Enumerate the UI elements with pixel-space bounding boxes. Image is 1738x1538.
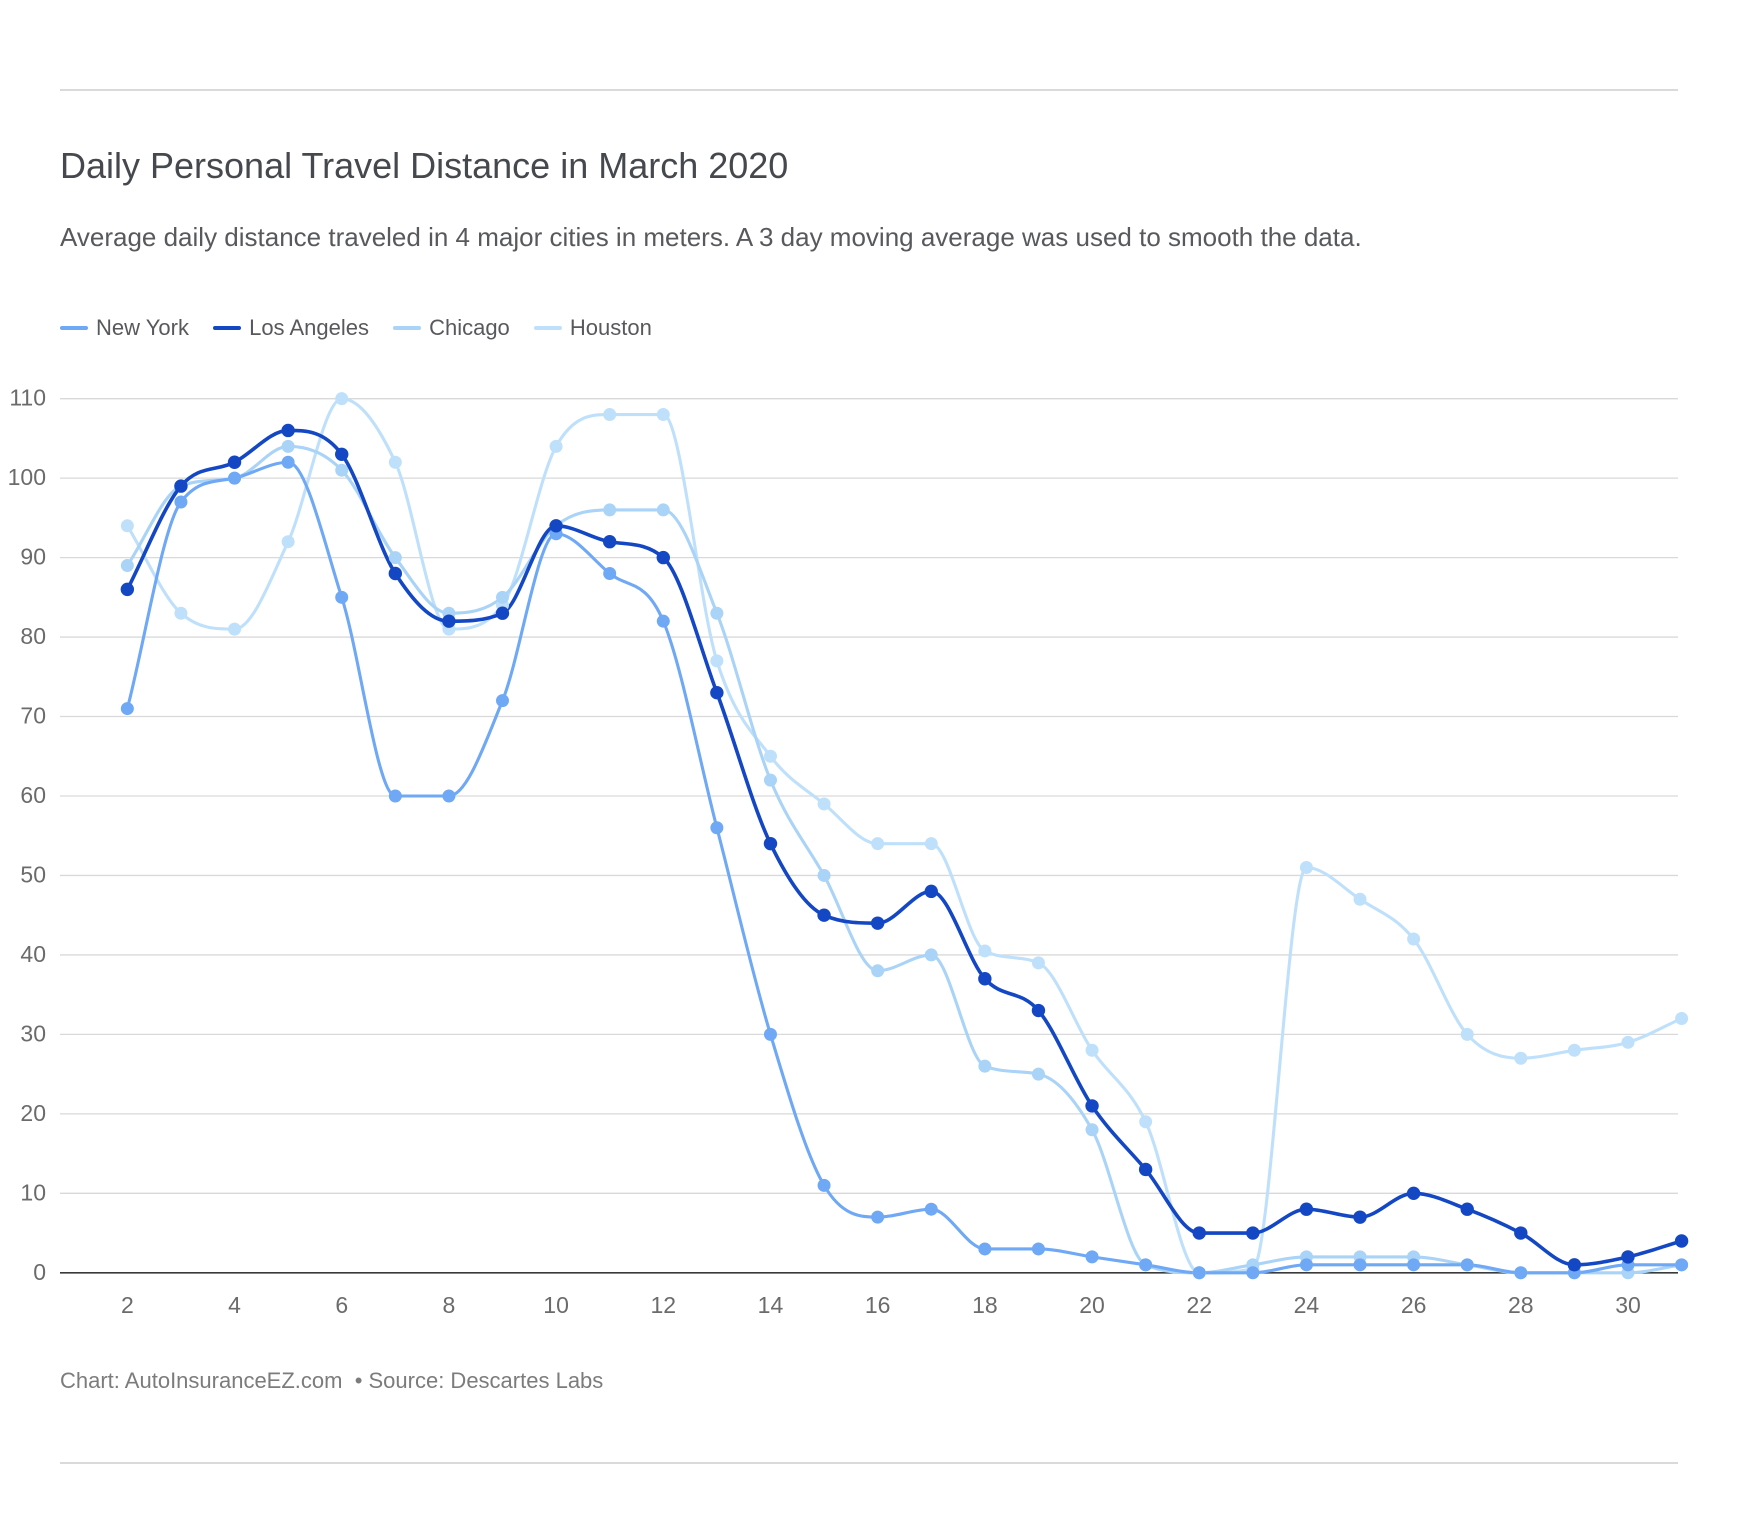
svg-text:50: 50 [20, 861, 46, 887]
svg-text:90: 90 [20, 544, 46, 570]
svg-text:70: 70 [20, 703, 46, 729]
svg-text:24: 24 [1294, 1292, 1320, 1318]
svg-text:110: 110 [9, 385, 46, 411]
svg-text:26: 26 [1401, 1292, 1427, 1318]
svg-text:22: 22 [1186, 1292, 1212, 1318]
svg-text:40: 40 [20, 941, 46, 967]
svg-text:28: 28 [1508, 1292, 1534, 1318]
svg-text:14: 14 [758, 1292, 784, 1318]
svg-text:30: 30 [1615, 1292, 1641, 1318]
svg-text:60: 60 [20, 782, 46, 808]
svg-text:2: 2 [121, 1292, 134, 1318]
svg-text:18: 18 [972, 1292, 998, 1318]
svg-text:30: 30 [20, 1020, 46, 1046]
svg-text:20: 20 [1079, 1292, 1105, 1318]
svg-text:100: 100 [8, 464, 46, 490]
svg-text:16: 16 [865, 1292, 891, 1318]
svg-text:12: 12 [650, 1292, 676, 1318]
svg-text:10: 10 [543, 1292, 569, 1318]
svg-text:0: 0 [33, 1259, 46, 1285]
svg-text:10: 10 [20, 1179, 46, 1205]
svg-text:80: 80 [20, 623, 46, 649]
svg-text:6: 6 [335, 1292, 348, 1318]
svg-text:8: 8 [443, 1292, 456, 1318]
svg-text:20: 20 [20, 1100, 46, 1126]
svg-text:4: 4 [228, 1292, 241, 1318]
